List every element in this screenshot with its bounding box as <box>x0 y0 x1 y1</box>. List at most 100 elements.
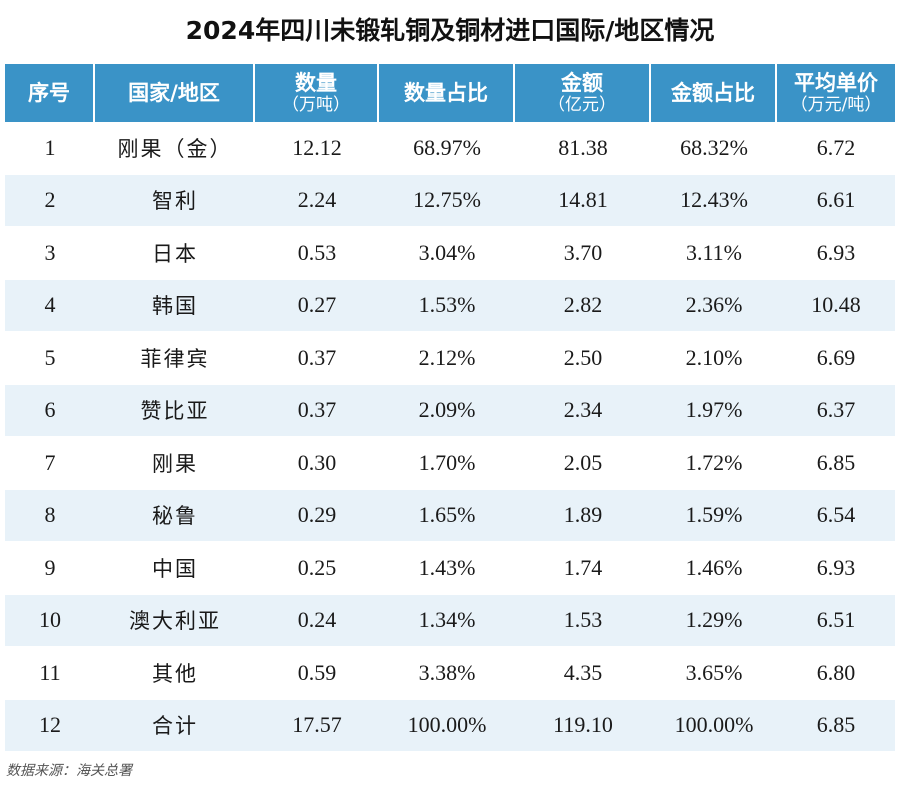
cell-amount: 119.10 <box>515 699 651 752</box>
cell-quantity: 2.24 <box>255 174 379 227</box>
cell-quantity-share: 1.53% <box>379 279 515 332</box>
table-row: 2 智利 2.24 12.75% 14.81 12.43% 6.61 <box>5 174 895 227</box>
cell-quantity-share: 1.70% <box>379 437 515 490</box>
data-source-note: 数据来源：海关总署 <box>6 763 132 779</box>
cell-amount: 4.35 <box>515 647 651 700</box>
table-row: 12 合计 17.57 100.00% 119.10 100.00% 6.85 <box>5 699 895 752</box>
table-row: 9 中国 0.25 1.43% 1.74 1.46% 6.93 <box>5 542 895 595</box>
cell-amount-share: 3.65% <box>651 647 777 700</box>
table-row: 1 刚果（金） 12.12 68.97% 81.38 68.32% 6.72 <box>5 122 895 175</box>
cell-quantity-share: 100.00% <box>379 699 515 752</box>
cell-index: 6 <box>5 384 95 437</box>
cell-index: 7 <box>5 437 95 490</box>
cell-index: 12 <box>5 699 95 752</box>
cell-amount: 2.82 <box>515 279 651 332</box>
cell-quantity: 0.27 <box>255 279 379 332</box>
cell-country: 日本 <box>95 227 255 280</box>
cell-unit-price: 6.93 <box>777 227 895 280</box>
cell-index: 10 <box>5 594 95 647</box>
cell-unit-price: 6.85 <box>777 699 895 752</box>
cell-amount-share: 1.46% <box>651 542 777 595</box>
cell-country: 智利 <box>95 174 255 227</box>
cell-quantity: 0.37 <box>255 332 379 385</box>
cell-index: 5 <box>5 332 95 385</box>
cell-country: 其他 <box>95 647 255 700</box>
cell-country: 菲律宾 <box>95 332 255 385</box>
cell-unit-price: 6.37 <box>777 384 895 437</box>
header-quantity: 数量 （万吨） <box>255 64 379 122</box>
cell-amount-share: 100.00% <box>651 699 777 752</box>
cell-quantity-share: 68.97% <box>379 122 515 175</box>
cell-quantity: 0.37 <box>255 384 379 437</box>
cell-index: 3 <box>5 227 95 280</box>
cell-amount-share: 1.72% <box>651 437 777 490</box>
header-amount-share: 金额占比 <box>651 64 777 122</box>
cell-quantity: 17.57 <box>255 699 379 752</box>
table-row: 8 秘鲁 0.29 1.65% 1.89 1.59% 6.54 <box>5 489 895 542</box>
cell-quantity-share: 12.75% <box>379 174 515 227</box>
table-header-row: 序号 国家/地区 数量 （万吨） 数量占比 金额 （亿元） 金额占比 平均单价 （万元… <box>5 64 895 122</box>
cell-quantity: 0.59 <box>255 647 379 700</box>
cell-country: 中国 <box>95 542 255 595</box>
cell-amount-share: 2.10% <box>651 332 777 385</box>
header-amount: 金额 （亿元） <box>515 64 651 122</box>
cell-quantity-share: 3.38% <box>379 647 515 700</box>
cell-country: 赞比亚 <box>95 384 255 437</box>
cell-index: 11 <box>5 647 95 700</box>
cell-amount: 1.89 <box>515 489 651 542</box>
cell-index: 8 <box>5 489 95 542</box>
cell-amount-share: 3.11% <box>651 227 777 280</box>
cell-quantity: 0.24 <box>255 594 379 647</box>
cell-index: 4 <box>5 279 95 332</box>
header-country: 国家/地区 <box>95 64 255 122</box>
cell-amount-share: 68.32% <box>651 122 777 175</box>
header-index: 序号 <box>5 64 95 122</box>
cell-amount-share: 2.36% <box>651 279 777 332</box>
cell-country: 澳大利亚 <box>95 594 255 647</box>
cell-unit-price: 6.51 <box>777 594 895 647</box>
table-row: 5 菲律宾 0.37 2.12% 2.50 2.10% 6.69 <box>5 332 895 385</box>
cell-quantity: 0.29 <box>255 489 379 542</box>
table-row: 6 赞比亚 0.37 2.09% 2.34 1.97% 6.37 <box>5 384 895 437</box>
header-unit-price: 平均单价 （万元/吨） <box>777 64 895 122</box>
cell-quantity: 0.25 <box>255 542 379 595</box>
cell-quantity-share: 1.65% <box>379 489 515 542</box>
cell-amount: 1.53 <box>515 594 651 647</box>
cell-quantity: 0.53 <box>255 227 379 280</box>
cell-quantity-share: 1.34% <box>379 594 515 647</box>
cell-country: 刚果（金） <box>95 122 255 175</box>
cell-amount: 2.05 <box>515 437 651 490</box>
cell-country: 刚果 <box>95 437 255 490</box>
cell-index: 9 <box>5 542 95 595</box>
cell-quantity: 12.12 <box>255 122 379 175</box>
cell-index: 2 <box>5 174 95 227</box>
cell-quantity-share: 2.09% <box>379 384 515 437</box>
cell-quantity-share: 1.43% <box>379 542 515 595</box>
table-row: 3 日本 0.53 3.04% 3.70 3.11% 6.93 <box>5 227 895 280</box>
cell-amount: 2.34 <box>515 384 651 437</box>
cell-unit-price: 6.85 <box>777 437 895 490</box>
cell-unit-price: 6.54 <box>777 489 895 542</box>
cell-amount: 81.38 <box>515 122 651 175</box>
cell-amount-share: 1.29% <box>651 594 777 647</box>
cell-unit-price: 6.93 <box>777 542 895 595</box>
cell-unit-price: 10.48 <box>777 279 895 332</box>
cell-country: 韩国 <box>95 279 255 332</box>
cell-country: 秘鲁 <box>95 489 255 542</box>
cell-amount: 3.70 <box>515 227 651 280</box>
table-row: 11 其他 0.59 3.38% 4.35 3.65% 6.80 <box>5 647 895 700</box>
cell-amount-share: 1.97% <box>651 384 777 437</box>
cell-unit-price: 6.72 <box>777 122 895 175</box>
cell-quantity-share: 3.04% <box>379 227 515 280</box>
cell-amount: 14.81 <box>515 174 651 227</box>
cell-amount-share: 1.59% <box>651 489 777 542</box>
cell-quantity-share: 2.12% <box>379 332 515 385</box>
cell-amount: 2.50 <box>515 332 651 385</box>
cell-unit-price: 6.80 <box>777 647 895 700</box>
table-row: 7 刚果 0.30 1.70% 2.05 1.72% 6.85 <box>5 437 895 490</box>
header-quantity-share: 数量占比 <box>379 64 515 122</box>
cell-country: 合计 <box>95 699 255 752</box>
cell-unit-price: 6.69 <box>777 332 895 385</box>
cell-index: 1 <box>5 122 95 175</box>
cell-quantity: 0.30 <box>255 437 379 490</box>
